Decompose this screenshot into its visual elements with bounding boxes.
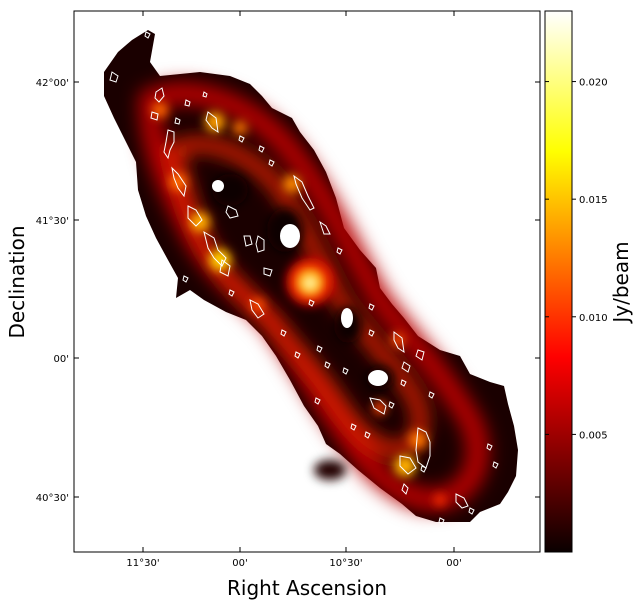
emission-knot bbox=[251, 298, 265, 312]
emission-knot bbox=[233, 121, 247, 135]
x-axis-label: Right Ascension bbox=[227, 576, 387, 600]
y-tick-label: 40°30' bbox=[36, 493, 69, 504]
blank-region bbox=[368, 370, 388, 386]
colorbar: 0.005 0.010 0.015 0.020 Jy/beam bbox=[544, 10, 633, 553]
y-tick-label: 00' bbox=[54, 354, 69, 365]
emission-knot bbox=[205, 112, 225, 132]
y-axis: 42°00' 41°30' 00' 40°30' bbox=[36, 78, 540, 504]
y-tick-label: 42°00' bbox=[36, 78, 69, 89]
x-axis: 11°30' 00' 10°30' 00' bbox=[126, 11, 462, 569]
x-tick-label: 00' bbox=[446, 558, 461, 569]
emission-knot bbox=[434, 494, 446, 506]
heatmap-image bbox=[104, 30, 518, 525]
colorbar-tick-label: 0.005 bbox=[579, 430, 608, 441]
blank-region bbox=[280, 224, 300, 248]
emission-knot bbox=[209, 249, 231, 271]
emission-hole bbox=[314, 460, 346, 480]
emission-knot bbox=[409, 431, 427, 449]
colorbar-tick-label: 0.010 bbox=[579, 313, 608, 324]
colorbar-tick-label: 0.015 bbox=[579, 195, 608, 206]
y-tick-label: 41°30' bbox=[36, 216, 69, 227]
emission-knot bbox=[283, 175, 301, 193]
x-tick-label: 10°30' bbox=[329, 558, 362, 569]
colorbar-label: Jy/beam bbox=[609, 241, 633, 324]
emission-knot bbox=[152, 102, 168, 118]
blank-region bbox=[212, 180, 224, 192]
y-axis-label: Declination bbox=[5, 225, 29, 338]
emission-knot bbox=[394, 455, 416, 477]
x-tick-label: 11°30' bbox=[126, 558, 159, 569]
blank-region bbox=[341, 308, 353, 328]
x-tick-label: 00' bbox=[232, 558, 247, 569]
colorbar-tick-label: 0.020 bbox=[579, 78, 608, 89]
colorbar-ticks: 0.005 0.010 0.015 0.020 bbox=[545, 78, 608, 441]
contour-lines bbox=[109, 31, 499, 525]
emission-knot bbox=[373, 401, 387, 415]
colorbar-gradient bbox=[544, 10, 573, 553]
plot-frame bbox=[73, 10, 541, 553]
nucleus-core bbox=[302, 275, 318, 291]
